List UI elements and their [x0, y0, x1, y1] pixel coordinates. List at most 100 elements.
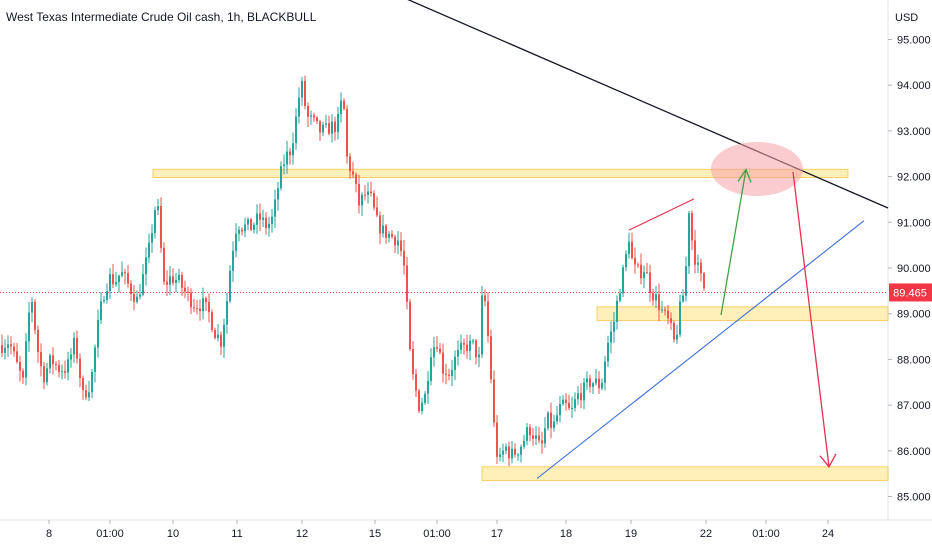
candle: [544, 417, 546, 448]
candle: [91, 368, 93, 399]
candle: [73, 332, 75, 364]
candle: [565, 393, 567, 411]
candle: [127, 265, 129, 288]
candle: [286, 140, 288, 174]
candle: [163, 242, 165, 286]
candle: [343, 98, 345, 111]
candle: [1, 334, 3, 358]
candle: [619, 288, 621, 303]
candle: [457, 340, 459, 366]
support-zone[interactable]: [481, 466, 889, 482]
candle: [688, 211, 690, 274]
candle: [58, 359, 60, 378]
candle: [604, 355, 606, 391]
candle: [193, 298, 195, 313]
candle: [154, 206, 156, 239]
candle: [19, 355, 21, 382]
y-tick-label: 86.000: [897, 446, 931, 458]
candle: [400, 232, 402, 257]
candle: [121, 261, 123, 278]
candle: [595, 368, 597, 386]
candle: [370, 181, 372, 197]
x-tick-label: 01:00: [96, 528, 124, 540]
last-price-label: 89.465: [893, 287, 927, 299]
candle: [226, 293, 228, 334]
candle: [418, 388, 420, 414]
rising-support-line[interactable]: [536, 220, 865, 479]
candle: [337, 107, 339, 140]
candle: [682, 289, 684, 303]
candle: [175, 273, 177, 293]
x-tick-label: 8: [46, 528, 52, 540]
candle: [397, 231, 399, 255]
candle: [517, 452, 519, 461]
candle: [625, 250, 627, 272]
candle: [283, 154, 285, 175]
candle: [547, 410, 549, 431]
candle: [31, 297, 33, 323]
candle: [160, 197, 162, 253]
candle: [469, 334, 471, 361]
candle: [697, 254, 699, 274]
candle: [319, 119, 321, 141]
candle: [571, 396, 573, 419]
candle: [373, 190, 375, 211]
candle: [499, 447, 501, 462]
candle: [535, 426, 537, 446]
candle: [448, 368, 450, 381]
mid-zone[interactable]: [596, 306, 889, 322]
candle: [427, 371, 429, 404]
candle: [166, 270, 168, 297]
candle: [328, 115, 330, 136]
candle: [13, 342, 15, 357]
candle: [685, 256, 687, 302]
candle: [52, 347, 54, 375]
candle: [364, 185, 366, 201]
candle: [607, 335, 609, 368]
candle: [10, 336, 12, 355]
candle: [100, 292, 102, 325]
candle: [274, 189, 276, 228]
candle: [157, 199, 159, 216]
candle: [646, 262, 648, 274]
candle: [382, 214, 384, 238]
candle: [478, 346, 480, 368]
candle: [583, 377, 585, 410]
candle: [388, 231, 390, 243]
candle: [634, 247, 636, 274]
resistance-zone[interactable]: [152, 168, 849, 179]
bullish-arrow[interactable]: [720, 168, 752, 316]
candle: [22, 368, 24, 385]
candle: [655, 286, 657, 309]
candle: [145, 247, 147, 286]
y-tick-label: 95.000: [897, 35, 931, 47]
candle: [4, 339, 6, 360]
candle: [322, 121, 324, 136]
candle: [652, 288, 654, 306]
candle: [211, 309, 213, 333]
candle: [376, 196, 378, 218]
candle: [484, 289, 486, 307]
candle: [208, 293, 210, 323]
candle: [313, 112, 315, 122]
y-tick-label: 94.000: [897, 80, 931, 92]
y-tick-label: 90.000: [897, 263, 931, 275]
candle: [385, 224, 387, 244]
candle: [271, 208, 273, 233]
candle: [64, 360, 66, 379]
candle: [325, 114, 327, 128]
candle: [436, 335, 438, 353]
candle: [472, 338, 474, 345]
candle: [67, 351, 69, 381]
candle: [133, 284, 135, 311]
confluence-ellipse[interactable]: [711, 142, 803, 196]
candle: [367, 182, 369, 204]
candle: [412, 341, 414, 380]
bearish-arrow[interactable]: [792, 171, 837, 468]
x-tick-label: 11: [231, 528, 242, 540]
candle: [304, 75, 306, 110]
red-channel-line[interactable]: [628, 198, 695, 231]
candle: [505, 443, 507, 455]
candle: [109, 267, 111, 300]
